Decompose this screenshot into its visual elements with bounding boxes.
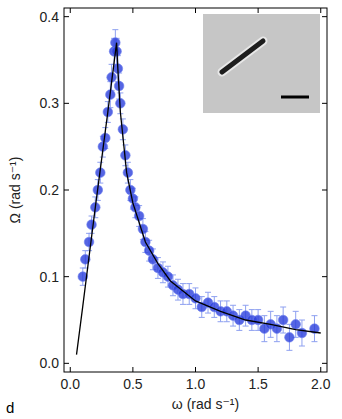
error-cap	[230, 305, 236, 306]
x-tick	[195, 367, 196, 372]
y-tick-label: 0.0	[40, 355, 60, 371]
error-cap	[274, 315, 280, 316]
x-tick-label: 1.5	[248, 376, 268, 392]
error-cap	[175, 279, 181, 280]
error-cap	[112, 29, 118, 30]
error-cap	[117, 92, 123, 93]
x-tick-top	[132, 8, 133, 13]
error-cap	[160, 282, 166, 283]
y-tick-right	[322, 103, 327, 104]
data-point	[285, 333, 295, 343]
x-tick-top	[320, 8, 321, 13]
error-cap	[97, 162, 103, 163]
error-cap	[224, 300, 230, 301]
error-cap	[261, 315, 267, 316]
error-cap	[280, 333, 286, 334]
data-point	[111, 38, 121, 48]
error-cap	[165, 266, 171, 267]
x-tick	[320, 367, 321, 372]
error-cap	[180, 304, 186, 305]
x-tick-label: 2.0	[311, 376, 331, 392]
error-cap	[243, 305, 249, 306]
error-cap	[92, 217, 98, 218]
error-cap	[311, 341, 317, 342]
y-tick-right	[322, 190, 327, 191]
y-tick	[64, 103, 69, 104]
error-cap	[155, 278, 161, 279]
error-cap	[243, 326, 249, 327]
error-cap	[170, 295, 176, 296]
x-tick-label: 1.0	[186, 376, 206, 392]
error-cap	[299, 320, 305, 321]
error-cap	[255, 309, 261, 310]
error-cap	[199, 317, 205, 318]
x-tick-top	[195, 8, 196, 13]
data-point	[278, 315, 288, 325]
inset	[203, 14, 320, 113]
inset-background	[203, 14, 320, 113]
y-tick	[64, 190, 69, 191]
error-cap	[274, 341, 280, 342]
error-cap	[268, 311, 274, 312]
y-tick-label: 0.1	[40, 269, 60, 285]
error-cap	[268, 337, 274, 338]
error-cap	[218, 300, 224, 301]
plot-data	[77, 30, 321, 355]
inset-scale-bar	[281, 96, 309, 99]
y-axis-title: Ω (rad s⁻¹)	[7, 157, 23, 224]
fit-line	[77, 43, 321, 355]
chart: 0.0 0.5 1.0 1.5 2.0 0.0 0.1 0.2 0.3 0.4 ω (rad s⁻¹…	[0, 0, 342, 419]
inset-rod	[222, 41, 263, 72]
x-tick-label: 0.5	[123, 376, 143, 392]
x-tick	[258, 367, 259, 372]
x-tick-top	[70, 8, 71, 13]
x-axis-title: ω (rad s⁻¹)	[172, 396, 239, 412]
error-cap	[311, 315, 317, 316]
x-tick	[70, 367, 71, 372]
error-cap	[249, 330, 255, 331]
x-tick-label: 0.0	[61, 376, 81, 392]
y-tick-right	[322, 16, 327, 17]
error-cap	[224, 321, 230, 322]
error-cap	[186, 304, 192, 305]
error-cap	[236, 330, 242, 331]
y-tick-label: 0.2	[40, 182, 60, 198]
error-cap	[193, 287, 199, 288]
error-cap	[86, 250, 92, 251]
error-cap	[299, 346, 305, 347]
error-cap	[286, 350, 292, 351]
error-cap	[230, 326, 236, 327]
data-point	[291, 320, 301, 330]
error-cap	[175, 300, 181, 301]
y-tick-label: 0.3	[40, 95, 60, 111]
x-tick	[132, 367, 133, 372]
error-cap	[211, 296, 217, 297]
error-cap	[261, 341, 267, 342]
error-cap	[160, 261, 166, 262]
data-point	[84, 237, 94, 247]
y-tick-label: 0.4	[40, 9, 60, 25]
data-point	[87, 220, 97, 230]
error-cap	[293, 311, 299, 312]
y-tick-right	[322, 276, 327, 277]
error-cap	[211, 317, 217, 318]
error-cap	[236, 309, 242, 310]
y-tick	[64, 276, 69, 277]
plot-frame	[64, 8, 327, 372]
x-tick-top	[258, 8, 259, 13]
error-cap	[180, 283, 186, 284]
y-tick	[64, 16, 69, 17]
error-cap	[249, 309, 255, 310]
error-cap	[100, 157, 106, 158]
error-cap	[218, 321, 224, 322]
inset-rod-halo	[222, 41, 263, 72]
error-cap	[105, 122, 111, 123]
error-cap	[186, 283, 192, 284]
error-cap	[205, 292, 211, 293]
error-cap	[205, 313, 211, 314]
y-tick-right	[322, 363, 327, 364]
error-cap	[280, 307, 286, 308]
y-tick	[64, 363, 69, 364]
panel-label: d	[6, 399, 14, 416]
